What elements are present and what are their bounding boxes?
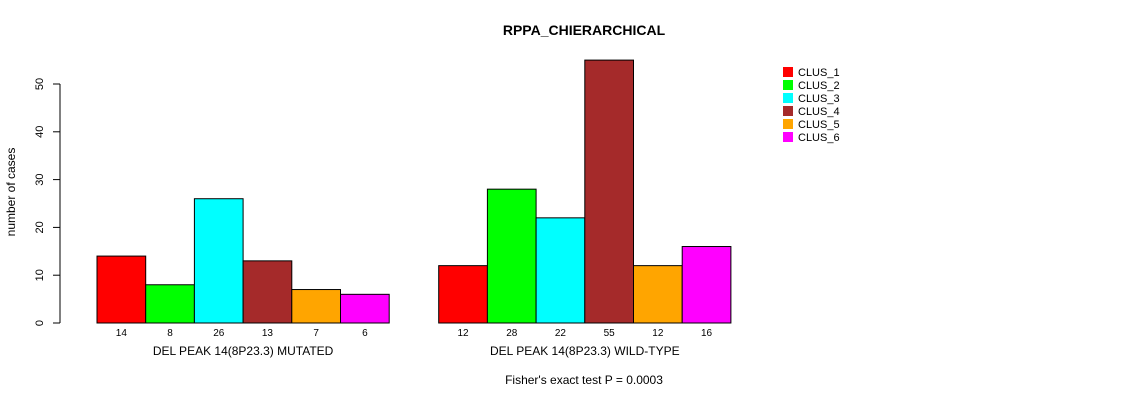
bar-clus-6 xyxy=(681,246,732,324)
bar-clus-1 xyxy=(438,265,488,324)
legend-item: CLUS_2 xyxy=(783,80,840,92)
bar-clus-3 xyxy=(535,217,586,324)
bar-clus-1 xyxy=(96,255,147,324)
legend-swatch xyxy=(783,119,793,129)
bar-count-label: 8 xyxy=(167,328,173,339)
legend-label: CLUS_5 xyxy=(798,119,840,131)
chart-title: RPPA_CHIERARCHICAL xyxy=(503,22,666,38)
legend-swatch xyxy=(783,132,793,142)
bar-clus-2 xyxy=(145,284,195,324)
bar-clus-6 xyxy=(340,293,390,324)
bar-count-label: 13 xyxy=(262,328,274,339)
group-label: DEL PEAK 14(8P23.3) MUTATED xyxy=(153,344,334,358)
bar-count-label: 12 xyxy=(652,328,664,339)
legend-swatch xyxy=(783,67,793,77)
bar-group: 12 28 22 55 12 16 DEL PEAK 14(8P23.3) WILD-TYP… xyxy=(438,59,732,358)
bar-clus-5 xyxy=(633,265,683,324)
bar-group: 14 8 26 13 7 6 DEL PEAK 14(8P23.3) MUTATED xyxy=(96,198,390,358)
bar-count-label: 22 xyxy=(555,328,567,339)
bar-count-label: 7 xyxy=(313,328,319,339)
bars-layer: 14 8 26 13 7 6 DEL PEAK 14(8P23.3) MUTATED 12 28… xyxy=(96,59,732,358)
bar-count-label: 26 xyxy=(213,328,225,339)
legend-item: CLUS_5 xyxy=(783,119,840,131)
legend-item: CLUS_4 xyxy=(783,106,840,118)
bar-count-label: 28 xyxy=(506,328,518,339)
y-tick-label: 10 xyxy=(34,269,46,281)
legend-swatch xyxy=(783,80,793,90)
legend-item: CLUS_1 xyxy=(783,67,840,79)
bar-count-label: 12 xyxy=(457,328,469,339)
bar-count-label: 55 xyxy=(604,328,616,339)
y-tick-label: 30 xyxy=(34,173,46,185)
y-tick-label: 20 xyxy=(34,221,46,233)
legend-swatch xyxy=(783,93,793,103)
legend-label: CLUS_2 xyxy=(798,80,840,92)
y-tick-label: 40 xyxy=(34,126,46,138)
y-tick-label: 0 xyxy=(34,320,46,326)
legend-item: CLUS_3 xyxy=(783,93,840,105)
legend-label: CLUS_1 xyxy=(798,67,840,79)
y-axis: 0 10 20 30 40 50 xyxy=(34,78,61,326)
bar-clus-4 xyxy=(584,59,634,324)
bar-count-label: 14 xyxy=(116,328,128,339)
bar-clus-3 xyxy=(193,198,244,324)
legend-label: CLUS_3 xyxy=(798,93,840,105)
bar-clus-5 xyxy=(291,289,341,324)
bar-count-label: 16 xyxy=(701,328,713,339)
legend-label: CLUS_6 xyxy=(798,132,840,144)
y-axis-label: number of cases xyxy=(4,148,18,237)
legend-label: CLUS_4 xyxy=(798,106,840,118)
y-tick-label: 50 xyxy=(34,78,46,90)
bar-count-label: 6 xyxy=(362,328,368,339)
bar-clus-4 xyxy=(242,260,293,324)
group-label: DEL PEAK 14(8P23.3) WILD-TYPE xyxy=(490,344,680,358)
bar-clus-2 xyxy=(486,188,537,324)
legend-item: CLUS_6 xyxy=(783,132,840,144)
fisher-test-note: Fisher's exact test P = 0.0003 xyxy=(505,373,663,387)
legend-swatch xyxy=(783,106,793,116)
